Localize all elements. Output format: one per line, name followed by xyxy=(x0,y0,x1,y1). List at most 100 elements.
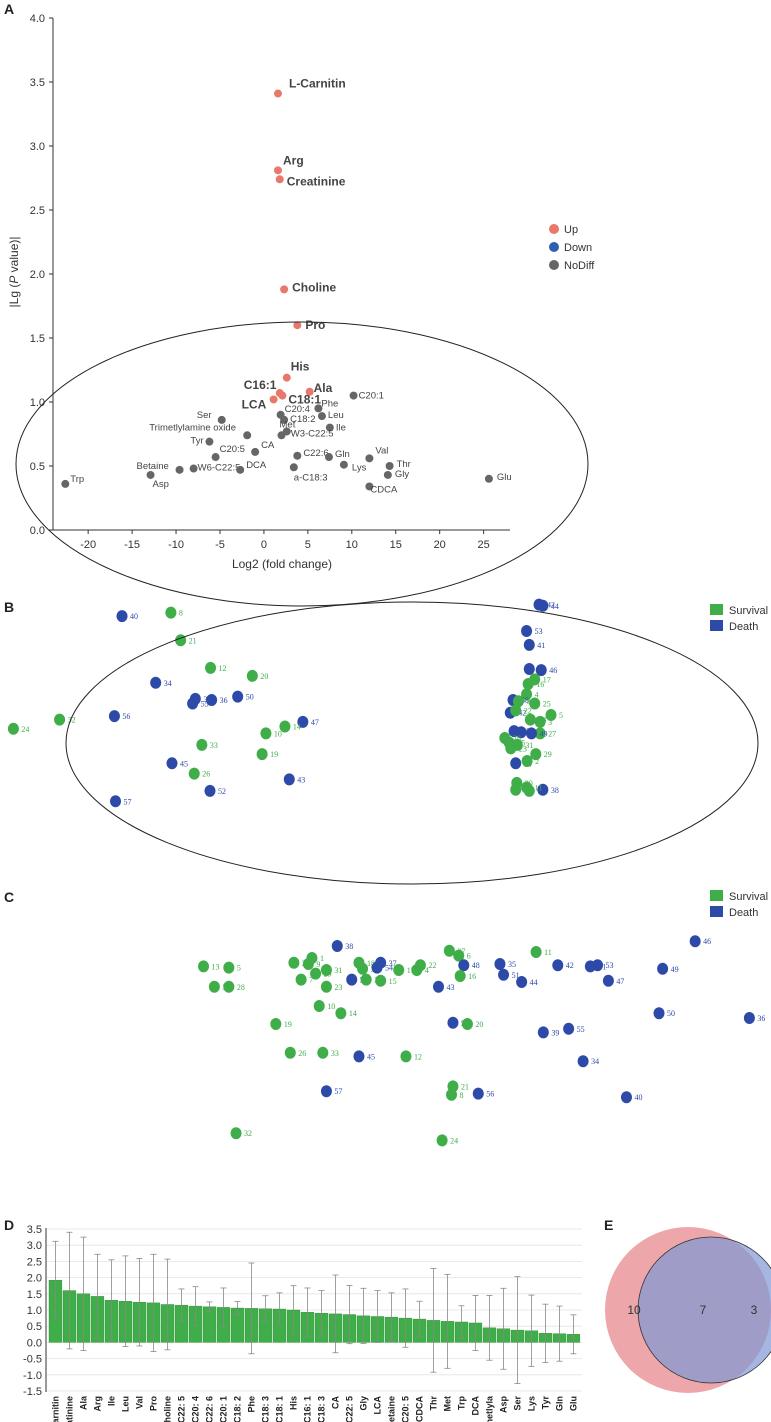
point-his xyxy=(282,373,291,382)
venn-diagram: 10 7 3 xyxy=(605,1227,771,1393)
panel-label-e: E xyxy=(604,1217,613,1233)
pca-point-label-13: 13 xyxy=(212,962,220,971)
point-label-arg: Arg xyxy=(283,153,304,167)
pca-point-label-42b: 42 xyxy=(518,709,526,718)
pca-point-14 xyxy=(279,720,291,733)
x-tick-label-met: Met xyxy=(442,1396,452,1412)
legend-label-death: Death xyxy=(729,621,758,633)
pca-point-50 xyxy=(232,690,244,703)
pca-point-8 xyxy=(165,606,177,619)
pca-plot-b: 4244408215341122034354617165039365545892… xyxy=(7,321,768,808)
x-tick-label-a-c18-3: a-C18: 3 xyxy=(260,1396,270,1422)
pca-point-label-31: 31 xyxy=(525,741,533,750)
pca-point-10 xyxy=(313,1000,325,1012)
pca-point-10 xyxy=(260,727,272,740)
x-tick-label: 10 xyxy=(346,539,358,551)
pca-point-label-56: 56 xyxy=(122,712,130,721)
pca-point-label-6: 6 xyxy=(467,952,471,961)
pca-point-label-49: 49 xyxy=(539,729,547,738)
point-label-met: Met xyxy=(280,419,296,430)
pca-point-label-31: 31 xyxy=(334,966,342,975)
x-tick-label-choline: Choline xyxy=(162,1396,172,1422)
y-tick-label: 1.0 xyxy=(30,397,45,409)
pca-point-28 xyxy=(223,980,235,993)
pca-point-45 xyxy=(166,757,178,770)
pca-point-24 xyxy=(7,722,19,735)
x-tick-label-c18-2: C18: 2 xyxy=(232,1396,242,1422)
pca-point-label-14: 14 xyxy=(349,1009,357,1018)
pca-point-label-47: 47 xyxy=(616,977,624,986)
point-label-ca: CA xyxy=(261,440,275,451)
x-tick-label-trp: Trp xyxy=(456,1396,466,1411)
pca-point-label-35: 35 xyxy=(508,960,516,969)
point-ile xyxy=(325,423,334,432)
pca-point-label-37: 37 xyxy=(389,959,397,968)
panel-label-d: D xyxy=(4,1217,14,1233)
pca-point-45 xyxy=(353,1050,365,1063)
x-tick-label-ile: Ile xyxy=(106,1396,116,1406)
point-creatinine xyxy=(275,175,284,184)
y-tick-label: -0.5 xyxy=(23,1354,42,1366)
x-tick-label: 20 xyxy=(434,539,446,551)
point-c18-1 xyxy=(278,391,287,400)
pca-point-49 xyxy=(657,962,669,975)
point-lys xyxy=(339,460,348,469)
point-gly xyxy=(383,470,392,479)
panel-label-a: A xyxy=(4,1,14,17)
pca-point-label-36: 36 xyxy=(220,696,228,705)
point-lca xyxy=(269,395,278,404)
pca-point-34 xyxy=(577,1055,589,1068)
pca-point-label-32: 32 xyxy=(68,716,76,725)
point-w6-c22-5 xyxy=(189,464,198,473)
x-tick-label: 25 xyxy=(478,539,490,551)
pca-point-40 xyxy=(620,1091,632,1104)
pca-point-label-3: 3 xyxy=(548,718,552,727)
pca-point-label-25: 25 xyxy=(543,700,551,709)
pca-point-39 xyxy=(537,1026,549,1039)
pca-point-52 xyxy=(447,1016,459,1029)
pca-point-14 xyxy=(335,1007,347,1020)
venn-intersection: 7 xyxy=(700,1303,707,1317)
pca-point-label-11: 11 xyxy=(535,783,543,792)
point-gln xyxy=(324,453,333,462)
legend-marker-up xyxy=(549,224,559,234)
pca-point-label-7: 7 xyxy=(309,976,313,985)
pca-point-7 xyxy=(295,973,307,986)
point-label-c22-6: C22:6 xyxy=(303,448,328,459)
point-ca xyxy=(251,447,260,456)
legend-label-death: Death xyxy=(729,907,758,919)
x-tick-label: -20 xyxy=(80,539,96,551)
pca-point-label-51: 51 xyxy=(512,971,520,980)
point-label-val: Val xyxy=(375,445,388,456)
pca-point-label-44: 44 xyxy=(530,978,538,987)
pca-point-53 xyxy=(521,625,533,638)
pca-point-33 xyxy=(317,1046,329,1059)
point-leu xyxy=(317,412,326,421)
pca-point-46 xyxy=(689,935,701,948)
pca-point-9 xyxy=(512,695,524,708)
point-asp xyxy=(146,470,155,479)
pca-point-18 xyxy=(524,713,536,726)
pca-point-label-58: 58 xyxy=(521,696,529,705)
pca-point-43 xyxy=(432,980,444,993)
pca-point-32 xyxy=(230,1127,242,1140)
pca-point-47 xyxy=(297,715,309,728)
legend-label-nodiff: NoDiff xyxy=(564,260,595,272)
point-label-w3-c22-5: W3-C22:5 xyxy=(291,428,334,439)
pca-point-42 xyxy=(552,959,564,972)
pca-point-label-19: 19 xyxy=(270,750,278,759)
point-label-w6-c22-5: W6-C22:5 xyxy=(198,463,241,474)
x-tick-label-lca: LCA xyxy=(372,1396,382,1415)
pca-point-label-29: 29 xyxy=(544,750,552,759)
pca-point-49 xyxy=(525,727,537,740)
pca-point-54 xyxy=(510,757,522,770)
pca-point-label-55: 55 xyxy=(577,1025,585,1034)
point-betaine xyxy=(175,465,184,474)
x-tick-label: 15 xyxy=(390,539,402,551)
pca-point-label-52: 52 xyxy=(218,787,226,796)
point-ala xyxy=(305,387,314,396)
pca-point-29 xyxy=(530,748,542,761)
point-choline xyxy=(280,285,289,294)
x-tick-label-w3-c22-5: W3-C22: 5 xyxy=(176,1396,186,1422)
pca-point-label-19: 19 xyxy=(284,1020,292,1029)
